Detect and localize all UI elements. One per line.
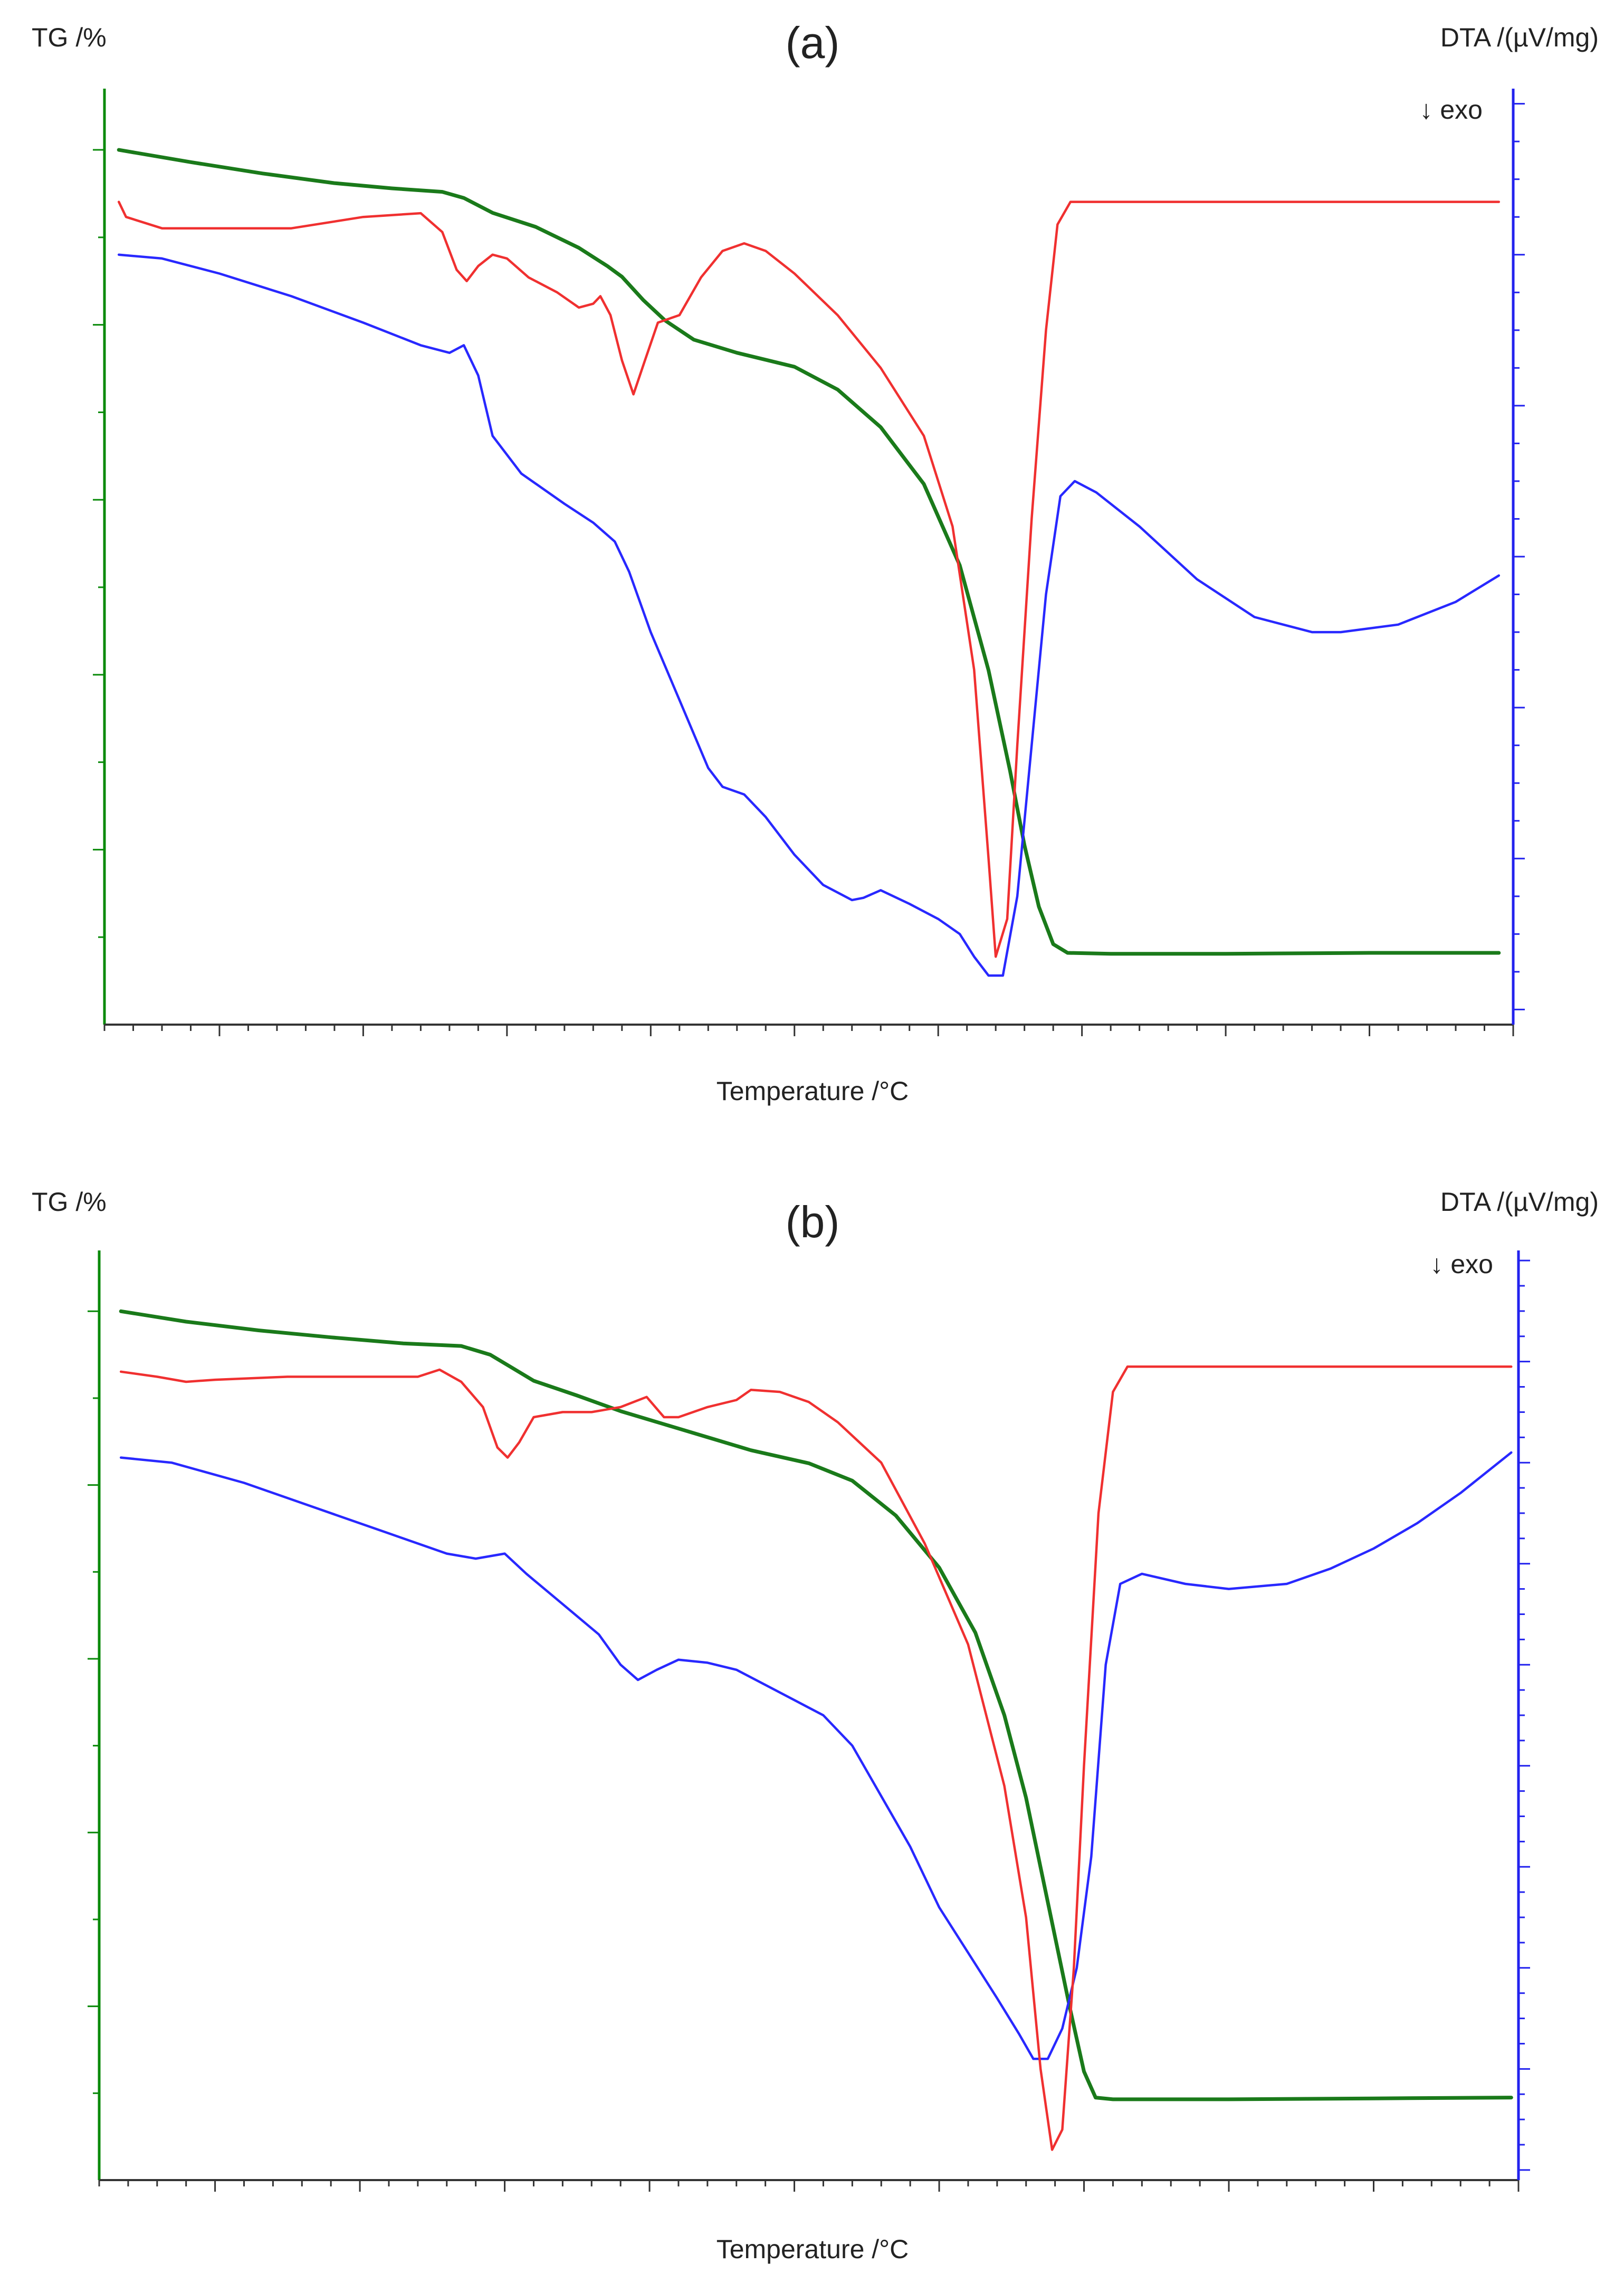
panel-a: (a) TG /% DTA /(µV/mg) ↓ exo Temperature… <box>32 18 1599 1106</box>
red-curve <box>119 1365 1513 2151</box>
exo-note: ↓ exo <box>1430 1249 1493 1279</box>
dta-curve <box>117 253 1501 977</box>
panel-label: (a) <box>786 18 840 68</box>
right-axis-title: DTA /(µV/mg) <box>1440 23 1599 52</box>
x-axis-title: Temperature /°C <box>717 1076 909 1106</box>
right-axis-title: DTA /(µV/mg) <box>1440 1187 1599 1217</box>
chart-marks <box>93 89 1525 1036</box>
panel-label: (b) <box>786 1197 840 1247</box>
panel-b: (b) TG /% DTA /(µV/mg) ↓ exo Temperature… <box>32 1187 1599 2264</box>
left-axis-title: TG /% <box>32 23 107 52</box>
dta-curve <box>119 1451 1513 2060</box>
left-axis-title: TG /% <box>32 1187 107 1217</box>
tg-curve <box>117 148 1501 956</box>
red-curve <box>117 200 1501 958</box>
x-axis-title: Temperature /°C <box>717 2234 909 2264</box>
tg-curve <box>119 1309 1513 2101</box>
exo-note: ↓ exo <box>1419 95 1483 125</box>
chart-marks <box>88 1250 1530 2192</box>
